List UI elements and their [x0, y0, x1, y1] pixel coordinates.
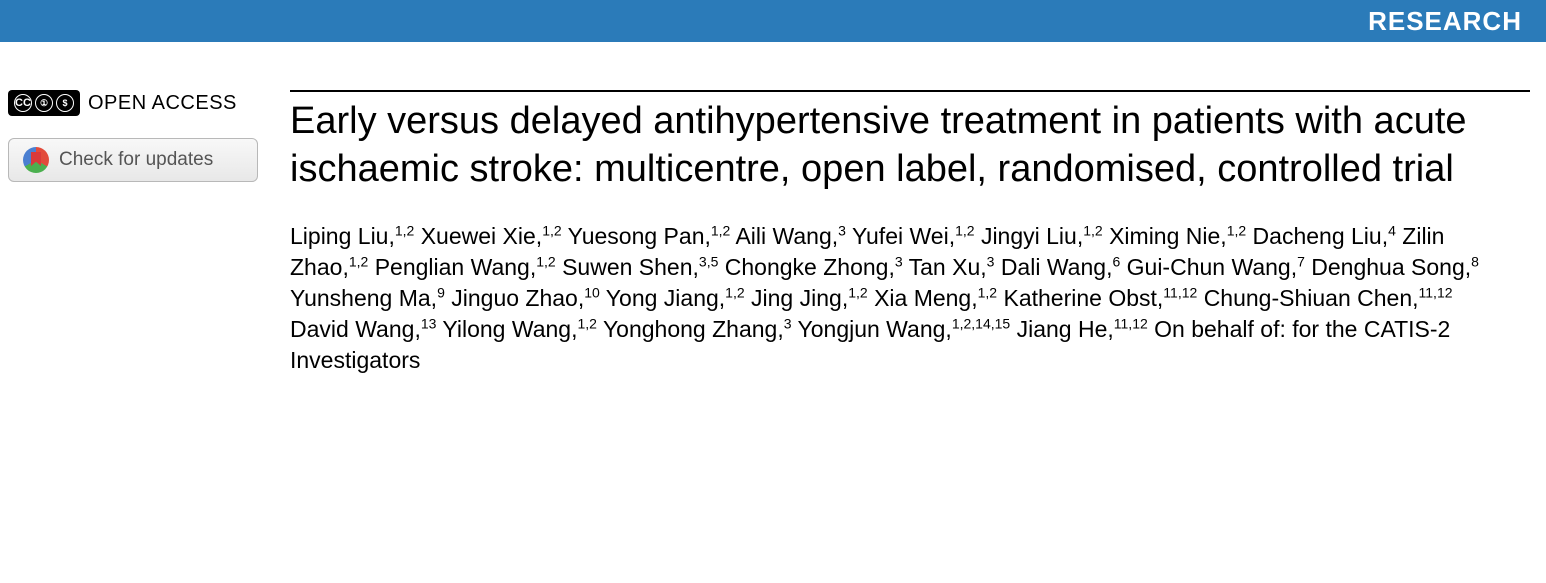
- author-affiliation: 1,2,14,15: [952, 315, 1010, 331]
- author-affiliation: 9: [437, 284, 445, 300]
- author-name: Yunsheng Ma: [290, 285, 431, 311]
- author-affiliation: 1,2: [349, 253, 368, 269]
- check-updates-button[interactable]: Check for updates: [8, 138, 258, 182]
- author-name: Yilong Wang: [442, 316, 571, 342]
- check-updates-label: Check for updates: [59, 149, 213, 171]
- author-affiliation: 1,2: [711, 222, 730, 238]
- author-affiliation: 6: [1112, 253, 1120, 269]
- author-affiliation: 1,2: [1083, 222, 1102, 238]
- author-name: Yonghong Zhang: [603, 316, 777, 342]
- cc-license-icon: CC ① $: [8, 90, 80, 116]
- author-affiliation: 1,2: [542, 222, 561, 238]
- section-label: RESEARCH: [1368, 6, 1522, 37]
- author-affiliation: 1,2: [725, 284, 744, 300]
- sidebar: CC ① $ OPEN ACCESS Check for updates: [8, 90, 290, 376]
- author-name: Penglian Wang: [375, 254, 530, 280]
- author-affiliation: 3: [895, 253, 903, 269]
- by-icon: ①: [35, 94, 53, 112]
- author-name: Chung-Shiuan Chen: [1204, 285, 1412, 311]
- crossmark-icon: [23, 147, 49, 173]
- author-name: Jing Jing: [751, 285, 842, 311]
- author-name: Jinguo Zhao: [451, 285, 578, 311]
- author-name: Aili Wang: [735, 223, 831, 249]
- author-name: Chongke Zhong: [725, 254, 889, 280]
- author-name: Yufei Wei: [852, 223, 949, 249]
- author-affiliation: 1,2: [1227, 222, 1246, 238]
- author-name: Dacheng Liu: [1253, 223, 1382, 249]
- author-name: Yongjun Wang: [798, 316, 946, 342]
- section-banner: RESEARCH: [0, 0, 1546, 42]
- author-name: Ximing Nie: [1109, 223, 1220, 249]
- author-name: Yong Jiang: [606, 285, 719, 311]
- author-affiliation: 1,2: [848, 284, 867, 300]
- content-wrap: CC ① $ OPEN ACCESS Check for updates Ear…: [0, 42, 1546, 376]
- author-name: Suwen Shen: [562, 254, 692, 280]
- author-affiliation: 1,2: [395, 222, 414, 238]
- article-title: Early versus delayed antihypertensive tr…: [290, 98, 1490, 193]
- author-affiliation: 11,12: [1163, 284, 1197, 300]
- author-name: David Wang: [290, 316, 414, 342]
- open-access-label: OPEN ACCESS: [88, 92, 237, 115]
- author-name: Tan Xu: [909, 254, 981, 280]
- author-name: Xia Meng: [874, 285, 971, 311]
- author-affiliation: 1,2: [536, 253, 555, 269]
- author-affiliation: 13: [421, 315, 437, 331]
- author-affiliation: 8: [1471, 253, 1479, 269]
- author-name: Liping Liu: [290, 223, 388, 249]
- author-affiliation: 7: [1297, 253, 1305, 269]
- author-affiliation: 3: [838, 222, 846, 238]
- author-affiliation: 4: [1388, 222, 1396, 238]
- author-affiliation: 1,2: [955, 222, 974, 238]
- author-name: Denghua Song: [1311, 254, 1464, 280]
- nc-icon: $: [56, 94, 74, 112]
- author-name: Katherine Obst: [1003, 285, 1156, 311]
- author-list: Liping Liu,1,2 Xuewei Xie,1,2 Yuesong Pa…: [290, 221, 1490, 376]
- open-access-row: CC ① $ OPEN ACCESS: [8, 90, 272, 116]
- author-name: Jingyi Liu: [981, 223, 1077, 249]
- author-name: Xuewei Xie: [421, 223, 536, 249]
- author-affiliation: 11,12: [1419, 284, 1453, 300]
- author-affiliation: 3,5: [699, 253, 718, 269]
- author-affiliation: 3: [987, 253, 995, 269]
- author-affiliation: 1,2: [577, 315, 596, 331]
- article-main: Early versus delayed antihypertensive tr…: [290, 90, 1530, 376]
- author-name: Jiang He: [1017, 316, 1108, 342]
- author-affiliation: 11,12: [1114, 315, 1148, 331]
- author-affiliation: 1,2: [978, 284, 997, 300]
- author-name: Dali Wang: [1001, 254, 1106, 280]
- author-affiliation: 10: [584, 284, 600, 300]
- author-name: Yuesong Pan: [568, 223, 705, 249]
- author-affiliation: 3: [784, 315, 792, 331]
- author-name: Gui-Chun Wang: [1127, 254, 1291, 280]
- cc-icon: CC: [14, 94, 32, 112]
